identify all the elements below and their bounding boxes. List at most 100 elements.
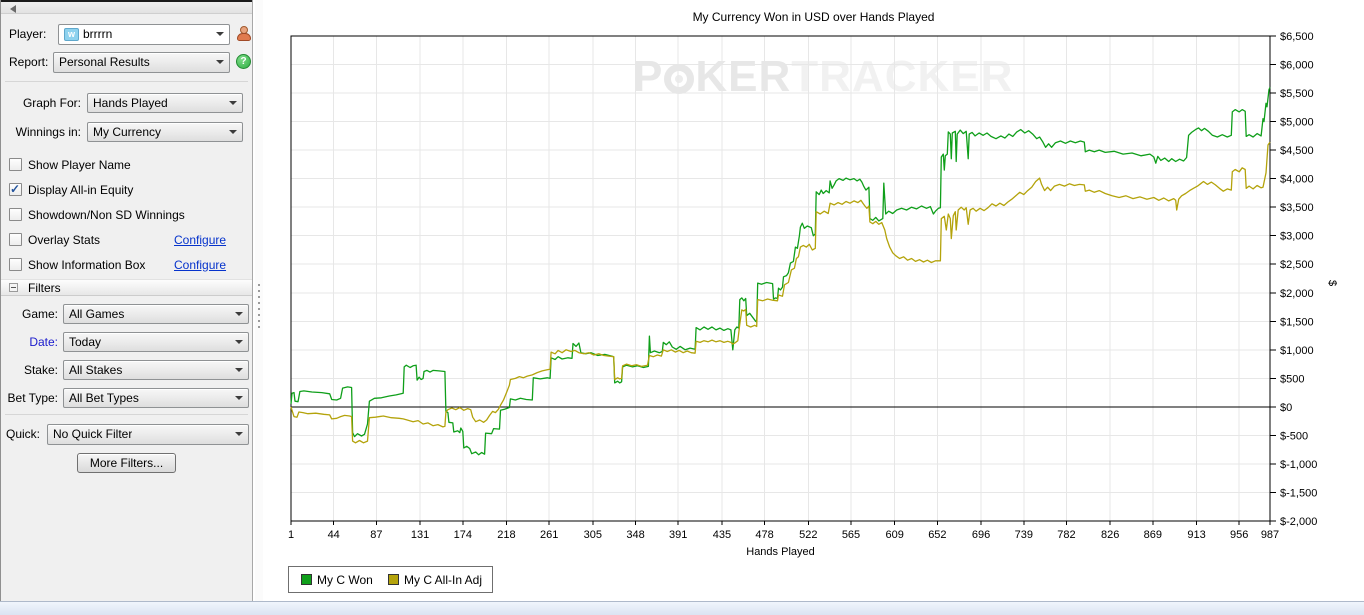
- checkbox-unchecked[interactable]: ✓: [9, 208, 22, 221]
- divider: [5, 81, 248, 82]
- poker-chip-icon: [664, 64, 695, 94]
- chevron-down-icon: [235, 395, 243, 400]
- filter-row: Bet Type: All Bet Types: [1, 387, 252, 408]
- svg-text:435: 435: [713, 529, 731, 541]
- checkbox-unchecked[interactable]: ✓: [9, 258, 22, 271]
- checkbox-row: ✓ Showdown/Non SD Winnings: [1, 202, 252, 227]
- filter-row: Stake: All Stakes: [1, 359, 252, 380]
- svg-text:652: 652: [928, 529, 946, 541]
- filter-row: Game: All Games: [1, 303, 252, 324]
- svg-text:$-500: $-500: [1280, 430, 1308, 442]
- chevron-down-icon: [235, 339, 243, 344]
- collapse-sidebar-arrow-icon[interactable]: [10, 5, 16, 13]
- svg-text:$-2,000: $-2,000: [1280, 516, 1317, 528]
- options-sidebar: Player: w brrrrn Report: Personal Result…: [0, 0, 253, 601]
- chevron-down-icon: [235, 432, 243, 436]
- graph-for-label: Graph For:: [22, 95, 81, 110]
- svg-text:$3,000: $3,000: [1280, 231, 1314, 243]
- winnings-in-label: Winnings in:: [15, 124, 81, 139]
- checkbox-row: ✓ Overlay Stats Configure: [1, 227, 252, 252]
- report-combobox[interactable]: Personal Results: [53, 51, 230, 73]
- chevron-down-icon: [216, 60, 224, 64]
- svg-text:$3,500: $3,500: [1280, 202, 1314, 214]
- svg-text:$5,500: $5,500: [1280, 88, 1314, 100]
- legend-swatch-my-c-all-in-adj: [388, 574, 399, 585]
- svg-text:174: 174: [454, 529, 472, 541]
- graph-for-combobox[interactable]: Hands Played: [87, 92, 243, 113]
- svg-text:$6,000: $6,000: [1280, 60, 1314, 72]
- legend-item: My C Won: [301, 567, 373, 592]
- svg-text:305: 305: [584, 529, 602, 541]
- more-filters-button[interactable]: More Filters...: [76, 453, 177, 473]
- filters-collapse-toggle-icon[interactable]: [9, 283, 18, 292]
- chevron-down-icon: [216, 32, 224, 36]
- filter-label: Stake:: [23, 362, 58, 377]
- svg-text:956: 956: [1230, 529, 1248, 541]
- svg-text:$4,000: $4,000: [1280, 174, 1314, 186]
- svg-text:696: 696: [972, 529, 990, 541]
- checkbox-unchecked[interactable]: ✓: [9, 233, 22, 246]
- svg-text:348: 348: [626, 529, 644, 541]
- quick-filter-combobox[interactable]: No Quick Filter: [47, 423, 249, 445]
- svg-text:131: 131: [411, 529, 429, 541]
- svg-text:$5,000: $5,000: [1280, 117, 1314, 129]
- checkbox-label: Show Information Box: [28, 257, 146, 272]
- winnings-in-value: My Currency: [93, 124, 162, 139]
- svg-text:913: 913: [1187, 529, 1205, 541]
- report-label: Report:: [9, 55, 49, 69]
- player-label: Player:: [9, 27, 47, 41]
- svg-text:478: 478: [755, 529, 773, 541]
- svg-text:987: 987: [1261, 529, 1279, 541]
- svg-text:$-1,500: $-1,500: [1280, 487, 1317, 499]
- svg-text:$6,500: $6,500: [1280, 31, 1314, 43]
- winnings-in-combobox[interactable]: My Currency: [87, 121, 243, 142]
- svg-text:218: 218: [497, 529, 515, 541]
- sidebar-header-strip: [1, 0, 252, 14]
- checkbox-label: Show Player Name: [28, 157, 131, 172]
- checkbox-row: ✓ Display All-in Equity: [1, 177, 252, 202]
- player-value: brrrrn: [83, 27, 113, 41]
- svg-text:1: 1: [288, 529, 294, 541]
- status-bar: [0, 601, 1364, 615]
- svg-text:$0: $0: [1280, 402, 1292, 414]
- checkbox-label: Overlay Stats: [28, 232, 101, 247]
- svg-text:$: $: [1326, 280, 1338, 286]
- player-combobox[interactable]: w brrrrn: [58, 23, 230, 45]
- sidebar-splitter[interactable]: [255, 0, 263, 601]
- svg-text:$2,000: $2,000: [1280, 288, 1314, 300]
- configure-link[interactable]: Configure: [174, 257, 227, 272]
- svg-text:$-1,000: $-1,000: [1280, 459, 1317, 471]
- svg-text:522: 522: [799, 529, 817, 541]
- filter-combobox-date[interactable]: Today: [63, 331, 249, 352]
- legend-swatch-my-c-won: [301, 574, 312, 585]
- splitter-grip-icon: [258, 284, 260, 328]
- player-profile-icon[interactable]: [236, 26, 252, 42]
- checkbox-row: ✓ Show Player Name: [1, 152, 252, 177]
- graph-panel: My Currency Won in USD over Hands Played…: [263, 0, 1364, 601]
- checkbox-checked[interactable]: ✓: [9, 182, 22, 196]
- checkbox-label: Showdown/Non SD Winnings: [28, 207, 185, 222]
- quick-filter-value: No Quick Filter: [53, 427, 133, 441]
- svg-text:261: 261: [540, 529, 558, 541]
- svg-text:609: 609: [886, 529, 904, 541]
- svg-text:44: 44: [328, 529, 340, 541]
- filter-row: Date: Today: [1, 331, 252, 352]
- chart-legend: My C Won My C All-In Adj: [288, 566, 493, 593]
- graph-for-value: Hands Played: [93, 95, 168, 110]
- poker-site-icon: w: [64, 27, 79, 41]
- filter-combobox-stake[interactable]: All Stakes: [63, 359, 249, 380]
- filter-value: All Bet Types: [69, 390, 139, 405]
- filter-combobox-game[interactable]: All Games: [63, 303, 249, 324]
- checkbox-unchecked[interactable]: ✓: [9, 158, 22, 171]
- filter-label: Game:: [21, 306, 58, 321]
- help-icon[interactable]: ?: [236, 54, 251, 69]
- chevron-down-icon: [229, 100, 237, 105]
- filters-header-label: Filters: [28, 280, 61, 295]
- svg-text:565: 565: [842, 529, 860, 541]
- chevron-down-icon: [235, 311, 243, 316]
- svg-text:826: 826: [1101, 529, 1119, 541]
- filter-combobox-bettype[interactable]: All Bet Types: [63, 387, 249, 408]
- legend-label: My C Won: [317, 572, 373, 587]
- configure-link[interactable]: Configure: [174, 232, 227, 247]
- svg-text:739: 739: [1015, 529, 1033, 541]
